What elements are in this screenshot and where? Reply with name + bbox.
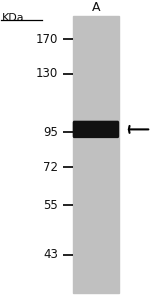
Bar xyxy=(73,16,119,293)
Text: 72: 72 xyxy=(43,161,58,174)
FancyBboxPatch shape xyxy=(73,122,118,137)
Text: A: A xyxy=(92,1,100,14)
Text: 170: 170 xyxy=(36,32,58,46)
Text: 130: 130 xyxy=(36,68,58,80)
Text: KDa: KDa xyxy=(2,13,24,23)
Text: 43: 43 xyxy=(43,248,58,261)
Text: 55: 55 xyxy=(43,199,58,212)
Text: 95: 95 xyxy=(43,126,58,139)
